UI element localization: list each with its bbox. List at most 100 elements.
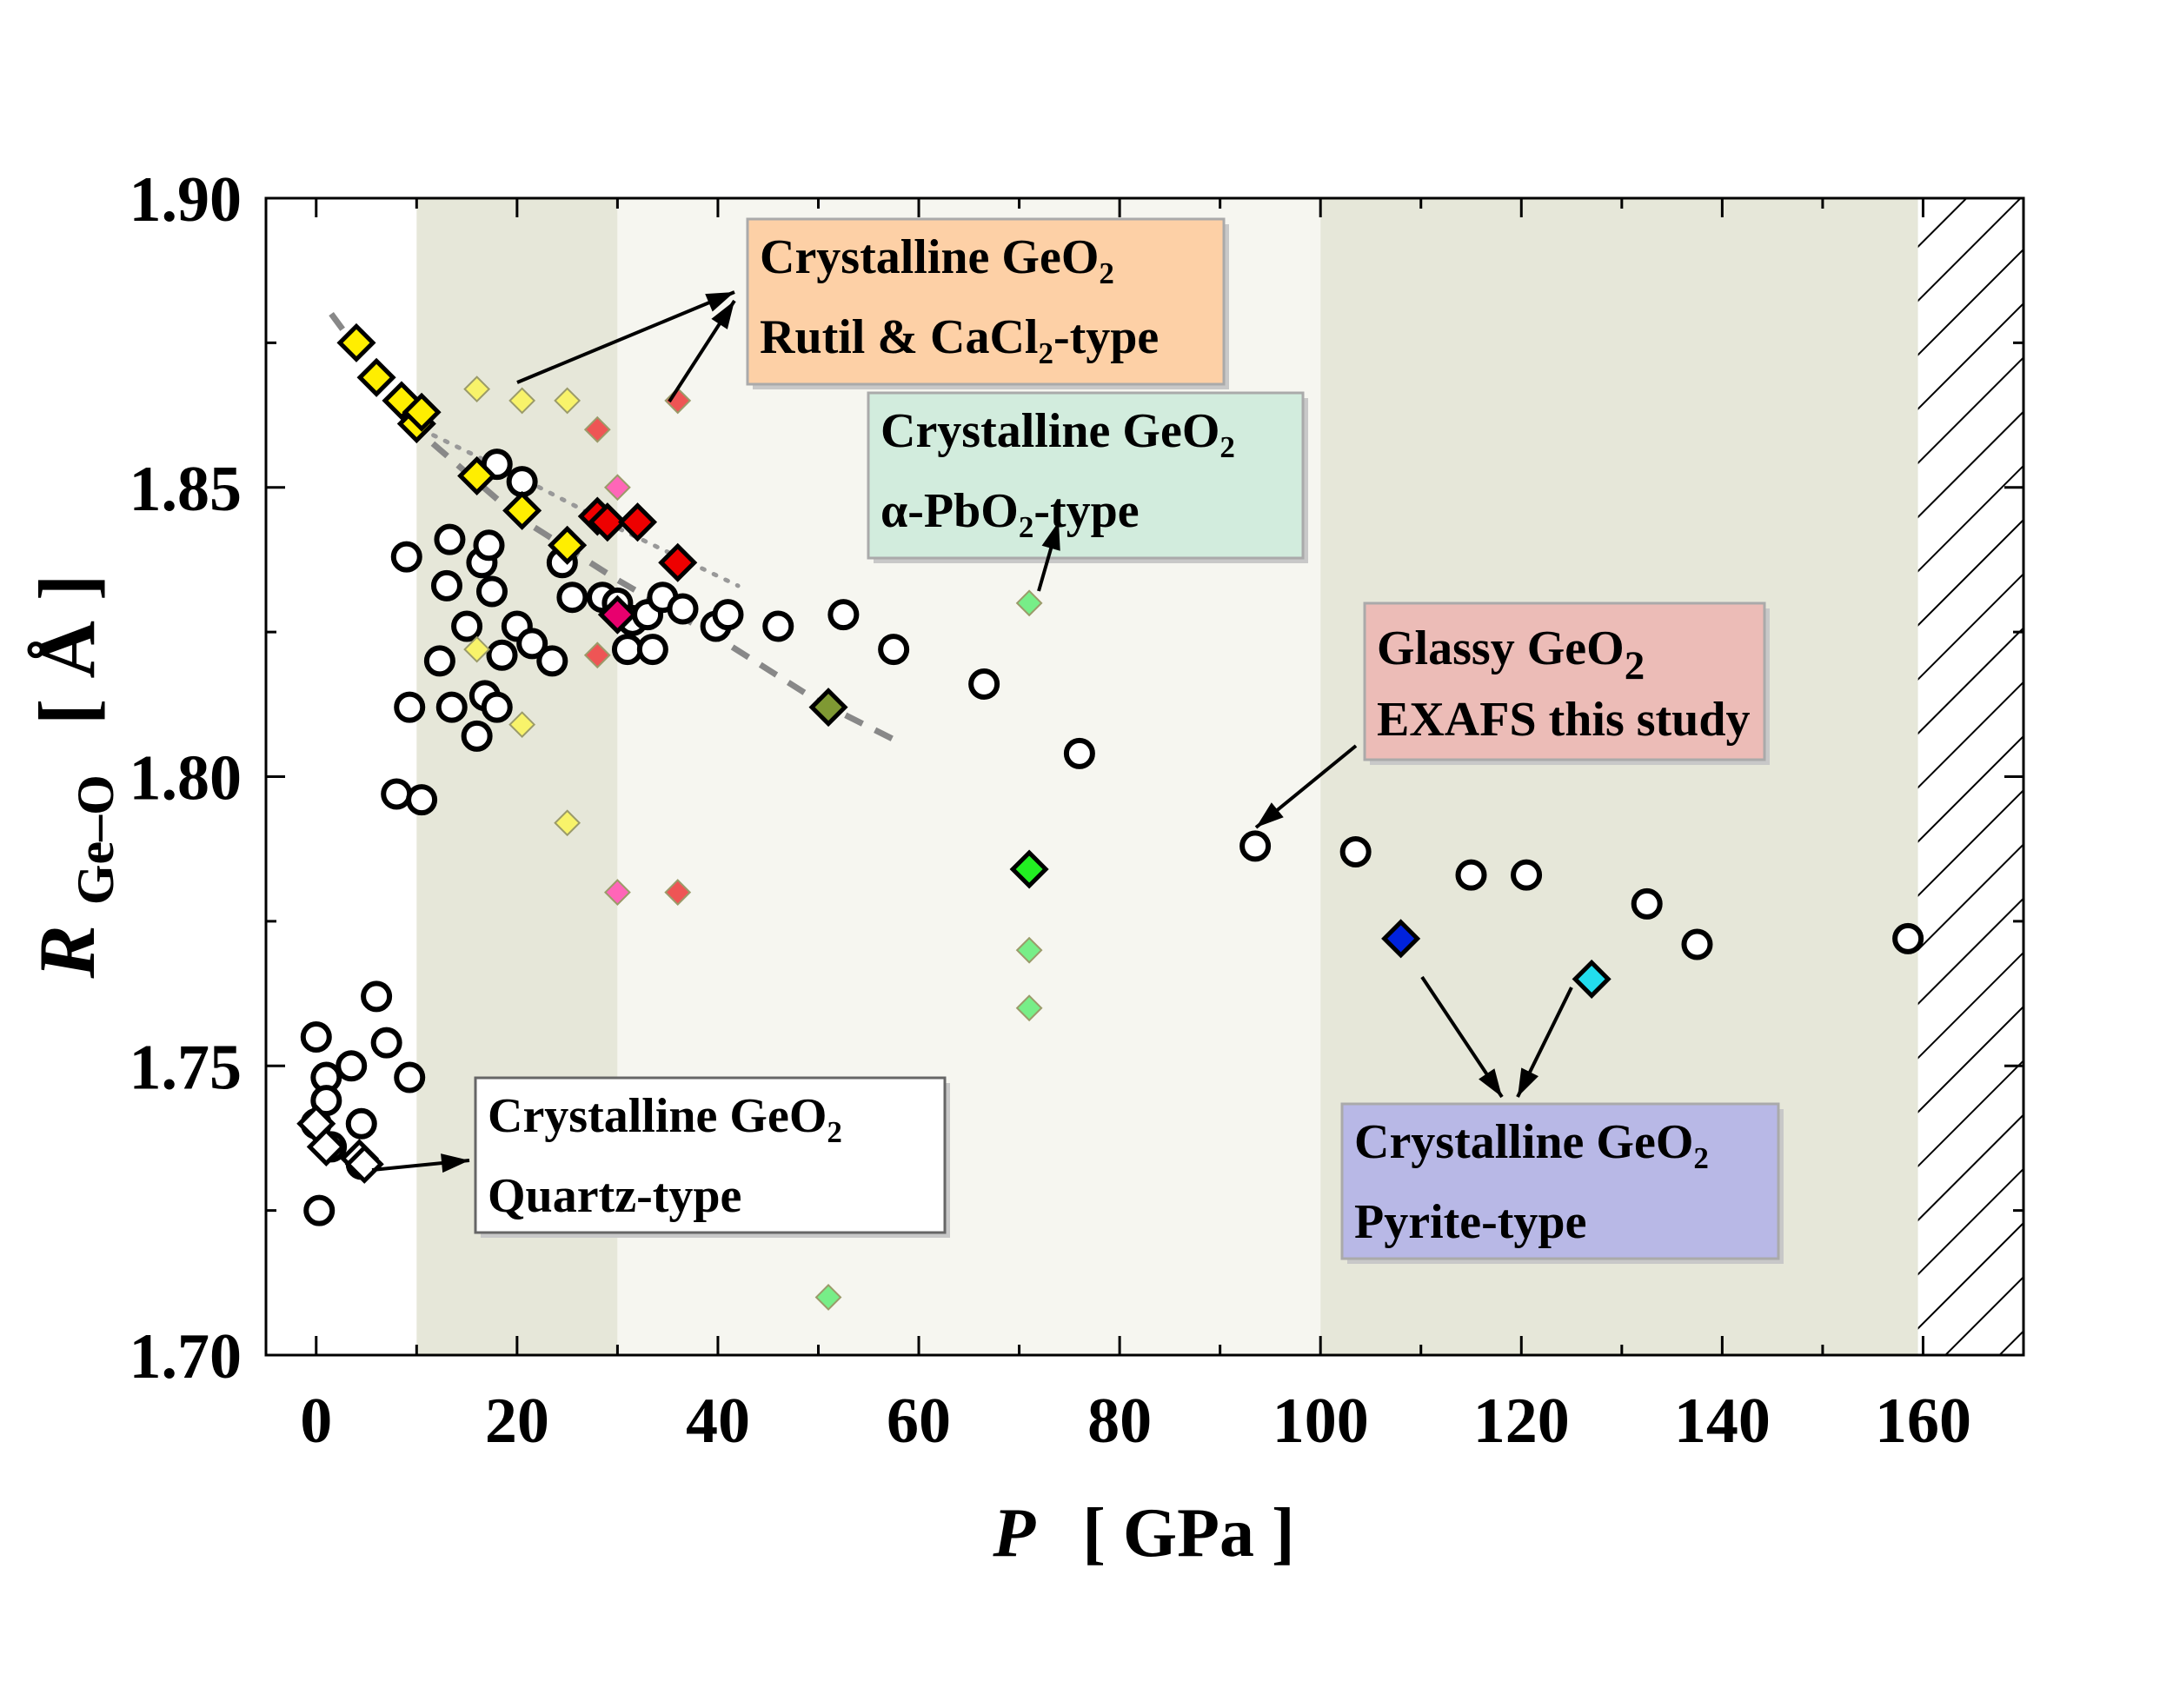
data-point-circle <box>1511 859 1543 891</box>
data-point-circle <box>434 523 466 555</box>
y-tick-label: 1.70 <box>130 1321 243 1392</box>
data-point-diamond-light <box>603 879 631 907</box>
data-point-circle <box>406 784 438 816</box>
data-point-circle <box>394 1061 426 1093</box>
data-point-diamond <box>1381 919 1421 959</box>
data-point-circle <box>827 599 860 631</box>
pyrite-box-bg <box>1340 1102 1780 1260</box>
data-point-diamond-light <box>814 1284 842 1311</box>
rutil-box-line-2: Rutil & CaCl2-type <box>760 310 1159 370</box>
data-point-circle <box>536 645 568 677</box>
data-point-diamond-light <box>554 809 581 837</box>
glassy-box-bg <box>1363 601 1766 761</box>
y-tick-label: 1.85 <box>130 454 243 525</box>
y-tick-label: 1.80 <box>130 743 243 814</box>
x-tick-label: 100 <box>1273 1386 1369 1457</box>
data-point-circle <box>968 668 1000 701</box>
rutil-box: Crystalline GeO2 Rutil & CaCl2-type <box>746 217 1229 389</box>
data-point-circle <box>1239 830 1272 862</box>
data-point-diamond <box>1572 959 1611 999</box>
x-tick-label: 120 <box>1473 1386 1570 1457</box>
data-point-circle <box>556 582 588 614</box>
x-tick-label: 80 <box>1087 1386 1152 1457</box>
data-point-circle <box>878 634 910 666</box>
svg-text:P [ GPa ]: P [ GPa ] <box>992 1495 1294 1572</box>
data-point-diamond <box>502 490 542 530</box>
data-point-diamond-light <box>1015 936 1043 964</box>
data-point-circle <box>667 593 699 625</box>
y-axis-subscript: Ge–O <box>67 774 124 905</box>
data-point-diamond <box>336 322 376 362</box>
x-axis-unit: [ GPa ] <box>1082 1495 1294 1572</box>
data-point-diamond-light <box>583 641 611 669</box>
x-tick-label: 40 <box>686 1386 750 1457</box>
data-point-circle <box>636 634 668 666</box>
quartz-box-bg <box>474 1076 947 1234</box>
y-axis-label: R <box>23 925 111 979</box>
background-regions <box>416 198 2023 1355</box>
data-point-circle <box>336 1050 368 1082</box>
pyrite-box: Crystalline GeO2 Pyrite-type <box>1340 1102 1784 1264</box>
data-point-diamond-light <box>603 474 631 502</box>
data-point-circle <box>370 1027 402 1059</box>
data-point-diamond-light <box>664 879 692 907</box>
pbo2-box-line-2: α-PbO2-type <box>880 484 1140 544</box>
data-point-circle <box>451 610 483 642</box>
data-point-diamond <box>658 542 698 582</box>
y-axis-title: R Ge–O [ Å ] <box>23 574 130 979</box>
data-point-circle <box>1631 887 1663 920</box>
series-4 <box>577 496 698 582</box>
data-point-diamond <box>306 1126 346 1166</box>
series-7 <box>597 595 637 635</box>
quartz-box: Crystalline GeO2 Quartz-type <box>474 1076 950 1238</box>
y-tick-label: 1.75 <box>130 1032 243 1103</box>
data-point-diamond-light <box>1015 994 1043 1022</box>
data-points <box>296 322 1924 1311</box>
x-tick-label: 0 <box>300 1386 332 1457</box>
data-point-circle <box>430 569 462 601</box>
annotation-arrow-line <box>516 290 735 384</box>
series-3 <box>463 375 581 837</box>
data-point-diamond <box>344 1144 384 1184</box>
data-point-diamond <box>382 381 422 421</box>
series-10 <box>814 589 1043 1311</box>
x-tick-label: 20 <box>485 1386 549 1457</box>
glassy-box-line-1: Glassy GeO2 <box>1377 621 1645 688</box>
annotation-arrow-head <box>711 301 734 329</box>
series-0 <box>300 449 1924 1226</box>
quartz-box-line-1: Crystalline GeO2 <box>488 1089 842 1149</box>
data-point-diamond-light <box>508 711 536 739</box>
data-point-circle <box>390 541 422 573</box>
annotation-arrow-head <box>1479 1068 1502 1097</box>
data-point-circle <box>473 529 505 562</box>
y-axis-unit: [ Å ] <box>23 574 111 725</box>
x-axis-label: P <box>992 1495 1036 1572</box>
data-point-diamond-light <box>1015 589 1043 617</box>
svg-text:R Ge–O [ Å ]: R Ge–O [ Å ] <box>23 574 130 979</box>
x-axis-title: P [ GPa ] <box>992 1495 1294 1572</box>
pyrite-box-line-2: Pyrite-type <box>1354 1195 1586 1249</box>
data-point-circle <box>712 599 744 631</box>
series-8 <box>808 688 848 728</box>
data-point-diamond-light <box>583 415 611 443</box>
pbo2-box: Crystalline GeO2 α-PbO2-type <box>867 391 1308 563</box>
data-point-circle <box>475 575 508 608</box>
data-point-diamond-light <box>463 375 491 403</box>
x-tick-label: 60 <box>887 1386 951 1457</box>
data-point-circle <box>762 610 794 642</box>
series-1 <box>296 1104 384 1184</box>
data-point-circle <box>303 1194 336 1226</box>
annotation-arrow-head <box>1518 1067 1538 1097</box>
series-11 <box>1381 919 1421 959</box>
annotation-arrow-head <box>441 1153 469 1173</box>
data-point-diamond <box>597 595 637 635</box>
data-point-diamond <box>1009 849 1049 889</box>
annotation-arrow-head <box>1041 522 1060 551</box>
pbo2-box-line-1: Crystalline GeO2 <box>880 404 1235 464</box>
x-tick-label: 140 <box>1674 1386 1771 1457</box>
data-point-diamond <box>457 455 497 495</box>
data-point-diamond <box>548 525 588 565</box>
